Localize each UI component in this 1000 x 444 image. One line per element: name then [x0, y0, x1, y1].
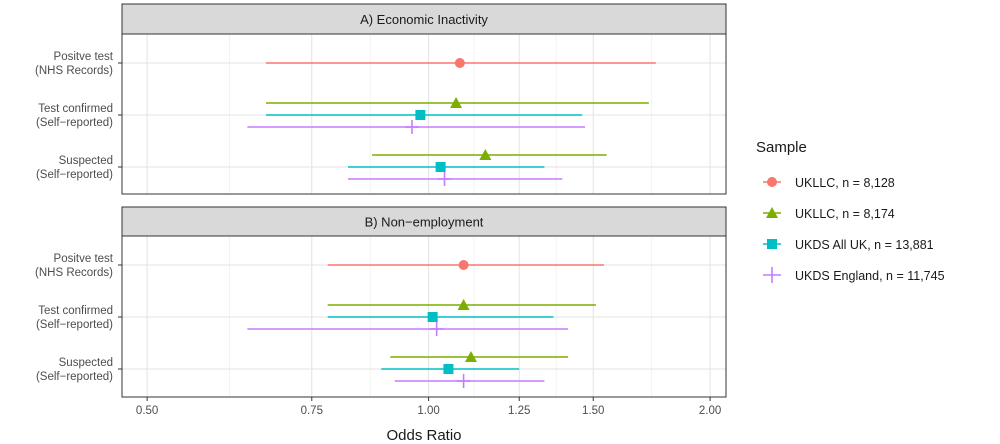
legend-key-marker [766, 207, 778, 218]
legend-key-marker [767, 177, 777, 187]
legend-title: Sample [756, 139, 807, 156]
category-label: Suspected [59, 357, 113, 369]
x-axis-label: Odds Ratio [386, 427, 461, 444]
point-marker [457, 299, 470, 310]
facet-title-1: B) Non−employment [365, 215, 484, 230]
category-label: (Self−reported) [36, 319, 113, 331]
x-tick-label: 1.50 [582, 405, 604, 417]
facet-title-0: A) Economic Inactivity [360, 12, 488, 27]
point-marker [458, 260, 469, 270]
category-label: Positve test [54, 51, 114, 63]
category-label: (NHS Records) [35, 65, 113, 77]
point-marker [464, 351, 477, 362]
point-marker [427, 312, 438, 322]
x-tick-label: 2.00 [699, 405, 721, 417]
panel-border-0 [121, 33, 727, 195]
category-label: Suspected [59, 155, 113, 167]
legend-label: UKLLC, n = 8,128 [795, 176, 895, 190]
category-label: (NHS Records) [35, 267, 113, 279]
category-label: (Self−reported) [36, 117, 113, 129]
legend-label: UKDS England, n = 11,745 [795, 269, 945, 283]
category-label: Positve test [54, 253, 114, 265]
x-tick-label: 1.00 [417, 405, 439, 417]
point-marker [450, 97, 463, 108]
category-label: (Self−reported) [36, 169, 113, 181]
facet-strip-1 [121, 206, 727, 237]
x-tick-label: 0.50 [136, 405, 158, 417]
point-marker [454, 58, 465, 68]
point-marker [479, 149, 492, 160]
legend-key-marker [767, 239, 777, 249]
point-marker [415, 110, 426, 120]
facet-strip-0 [121, 3, 727, 35]
x-tick-label: 1.25 [508, 405, 530, 417]
category-label: (Self−reported) [36, 371, 113, 383]
legend-label: UKLLC, n = 8,174 [795, 207, 895, 221]
x-tick-label: 0.75 [301, 405, 323, 417]
legend-label: UKDS All UK, n = 13,881 [795, 238, 934, 252]
point-marker [435, 162, 446, 172]
category-label: Test confirmed [38, 103, 113, 115]
category-label: Test confirmed [38, 305, 113, 317]
panel-border-1 [121, 235, 727, 398]
point-marker [443, 364, 454, 374]
